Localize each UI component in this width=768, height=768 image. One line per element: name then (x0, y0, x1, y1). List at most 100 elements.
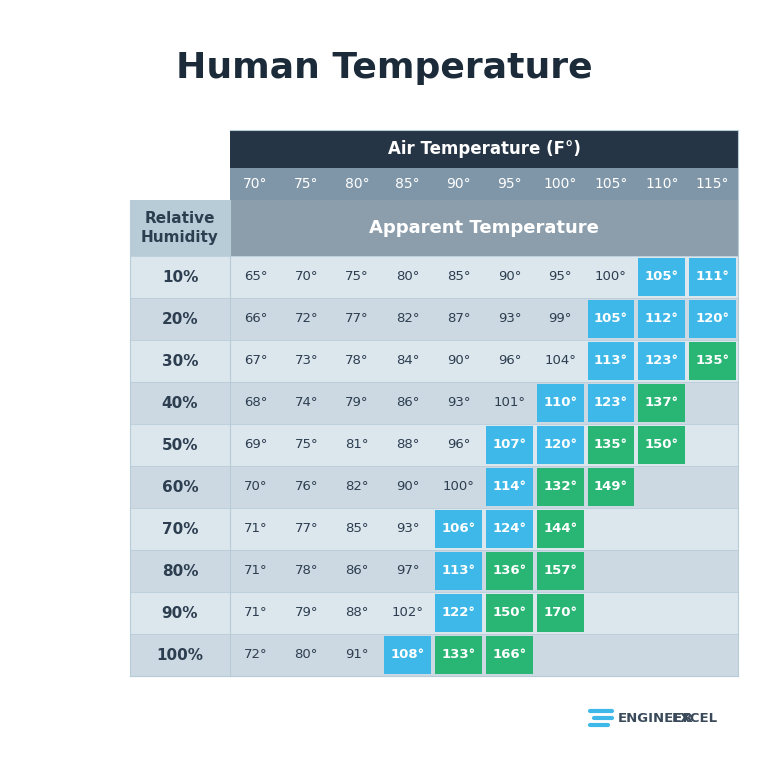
Text: 67°: 67° (243, 355, 267, 368)
Text: 105°: 105° (645, 270, 679, 283)
Text: 100°: 100° (544, 177, 577, 191)
Text: 93°: 93° (447, 396, 470, 409)
Text: 144°: 144° (543, 522, 578, 535)
Text: 150°: 150° (492, 607, 526, 620)
Bar (638, 426, 685, 464)
Bar (588, 384, 634, 422)
Bar (435, 552, 482, 590)
Text: 108°: 108° (391, 648, 425, 661)
Bar (230, 200, 738, 256)
Text: 95°: 95° (548, 270, 572, 283)
Bar (638, 384, 685, 422)
Text: 107°: 107° (492, 439, 526, 452)
Bar (537, 552, 584, 590)
Bar (230, 168, 738, 200)
Text: 82°: 82° (346, 481, 369, 494)
Text: 84°: 84° (396, 355, 419, 368)
Bar (130, 550, 738, 592)
Text: 106°: 106° (442, 522, 475, 535)
Bar (435, 510, 482, 548)
Bar (130, 298, 738, 340)
Bar (435, 636, 482, 674)
Text: 105°: 105° (594, 313, 628, 326)
Bar (130, 424, 738, 466)
Text: 85°: 85° (396, 177, 420, 191)
Text: ENGINEER: ENGINEER (618, 711, 694, 724)
Text: 90°: 90° (447, 355, 470, 368)
Text: 77°: 77° (294, 522, 318, 535)
Text: 100%: 100% (157, 647, 204, 663)
Text: 90°: 90° (446, 177, 471, 191)
Bar (588, 468, 634, 506)
Bar (130, 592, 738, 634)
Text: 96°: 96° (447, 439, 470, 452)
Text: 86°: 86° (346, 564, 369, 578)
Text: 97°: 97° (396, 564, 419, 578)
Text: 166°: 166° (492, 648, 526, 661)
Bar (537, 594, 584, 632)
Bar (130, 466, 738, 508)
Text: Air Temperature (F°): Air Temperature (F°) (388, 140, 581, 158)
Text: 71°: 71° (243, 607, 267, 620)
Text: 136°: 136° (492, 564, 526, 578)
Bar (230, 130, 738, 168)
Text: 149°: 149° (594, 481, 628, 494)
Text: 87°: 87° (447, 313, 470, 326)
Text: 91°: 91° (346, 648, 369, 661)
Bar (638, 300, 685, 338)
Text: 95°: 95° (497, 177, 521, 191)
Text: 99°: 99° (548, 313, 572, 326)
Text: 30%: 30% (162, 353, 198, 369)
Text: 122°: 122° (442, 607, 475, 620)
Text: 78°: 78° (294, 564, 318, 578)
Text: 101°: 101° (493, 396, 525, 409)
Bar (130, 256, 738, 676)
Text: 69°: 69° (243, 439, 267, 452)
Bar (486, 552, 533, 590)
Bar (130, 256, 738, 298)
Text: 80°: 80° (294, 648, 318, 661)
Text: 80°: 80° (345, 177, 369, 191)
Text: 75°: 75° (294, 177, 319, 191)
Bar (130, 200, 230, 256)
Text: 110°: 110° (645, 177, 679, 191)
Text: 111°: 111° (696, 270, 730, 283)
Text: 75°: 75° (345, 270, 369, 283)
Text: 102°: 102° (392, 607, 424, 620)
Text: 113°: 113° (442, 564, 475, 578)
Text: 70°: 70° (294, 270, 318, 283)
Text: Human Temperature: Human Temperature (176, 51, 592, 85)
Text: Relative
Humidity: Relative Humidity (141, 210, 219, 246)
Text: 93°: 93° (498, 313, 521, 326)
Bar (537, 468, 584, 506)
Bar (486, 636, 533, 674)
Text: 105°: 105° (594, 177, 627, 191)
Bar (385, 636, 431, 674)
Text: 120°: 120° (696, 313, 730, 326)
Text: 70°: 70° (243, 481, 267, 494)
Text: 85°: 85° (447, 270, 470, 283)
Bar (638, 342, 685, 380)
Bar (130, 382, 738, 424)
Text: 68°: 68° (243, 396, 267, 409)
Text: 72°: 72° (243, 648, 267, 661)
Bar (486, 426, 533, 464)
Bar (537, 384, 584, 422)
Bar (537, 426, 584, 464)
Bar (689, 342, 736, 380)
Text: 80°: 80° (396, 270, 419, 283)
Text: 77°: 77° (345, 313, 369, 326)
Text: 132°: 132° (543, 481, 578, 494)
Text: 78°: 78° (346, 355, 369, 368)
Bar (689, 300, 736, 338)
Text: 71°: 71° (243, 564, 267, 578)
Text: 90%: 90% (162, 605, 198, 621)
Text: 74°: 74° (294, 396, 318, 409)
Text: 110°: 110° (543, 396, 578, 409)
Bar (130, 508, 738, 550)
Bar (588, 300, 634, 338)
Text: 114°: 114° (492, 481, 526, 494)
Text: 137°: 137° (645, 396, 679, 409)
Text: 80%: 80% (162, 564, 198, 578)
Text: EXCEL: EXCEL (672, 711, 718, 724)
